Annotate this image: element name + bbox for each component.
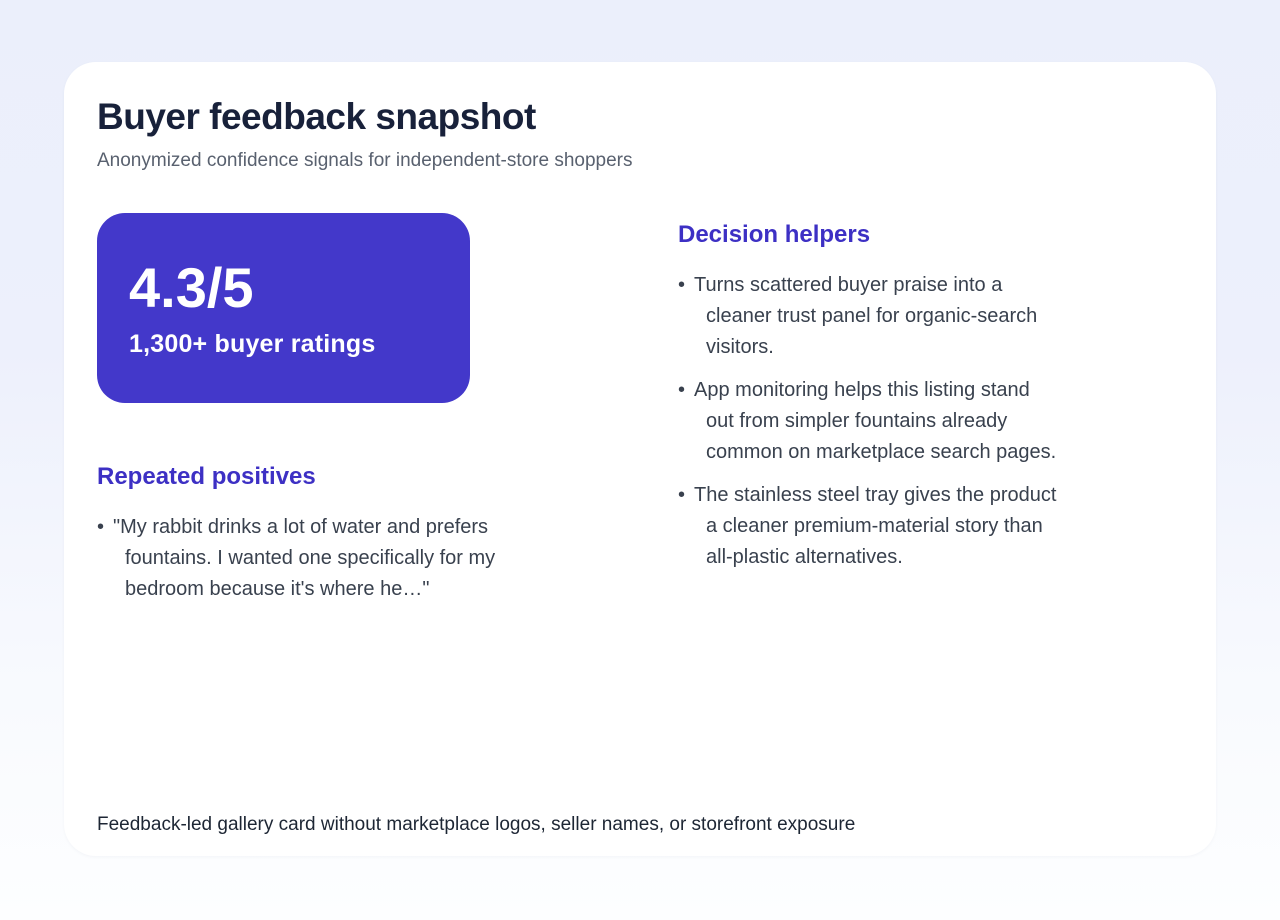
bullet-marker: • bbox=[678, 379, 686, 402]
rating-caption: 1,300+ buyer ratings bbox=[129, 330, 376, 359]
content-columns: 4.3/5 1,300+ buyer ratings Repeated posi… bbox=[97, 213, 1183, 605]
helper-text: Turns scattered buyer praise into a clea… bbox=[694, 274, 1038, 359]
card-footer: Feedback-led gallery card without market… bbox=[97, 814, 856, 836]
bullet-marker: • bbox=[97, 516, 105, 539]
left-column: 4.3/5 1,300+ buyer ratings Repeated posi… bbox=[97, 213, 602, 605]
right-column: Decision helpers • Turns scattered buyer … bbox=[678, 213, 1183, 605]
rating-score: 4.3/5 bbox=[129, 255, 254, 319]
quote-text: "My rabbit drinks a lot of water and pre… bbox=[113, 516, 496, 601]
section-heading-decision-helpers: Decision helpers bbox=[678, 221, 871, 249]
bullet-marker: • bbox=[678, 484, 686, 507]
list-item: • The stainless steel tray gives the prod… bbox=[678, 480, 1183, 573]
list-item: • App monitoring helps this listing stand… bbox=[678, 375, 1183, 468]
list-item: • Turns scattered buyer praise into a cle… bbox=[678, 270, 1183, 363]
helper-text: App monitoring helps this listing stand … bbox=[694, 379, 1057, 464]
rating-badge: 4.3/5 1,300+ buyer ratings bbox=[97, 213, 470, 404]
page-title: Buyer feedback snapshot bbox=[97, 96, 536, 137]
list-item: • "My rabbit drinks a lot of water and pr… bbox=[97, 512, 602, 605]
helper-text: The stainless steel tray gives the produ… bbox=[694, 484, 1057, 569]
section-heading-repeated-positives: Repeated positives bbox=[97, 463, 316, 491]
bullet-marker: • bbox=[678, 274, 686, 297]
helper-list: • Turns scattered buyer praise into a cle… bbox=[678, 270, 1183, 573]
page-subtitle: Anonymized confidence signals for indepe… bbox=[97, 150, 633, 172]
feedback-card: Buyer feedback snapshot Anonymized confi… bbox=[64, 62, 1216, 856]
quote-list: • "My rabbit drinks a lot of water and pr… bbox=[97, 512, 602, 605]
